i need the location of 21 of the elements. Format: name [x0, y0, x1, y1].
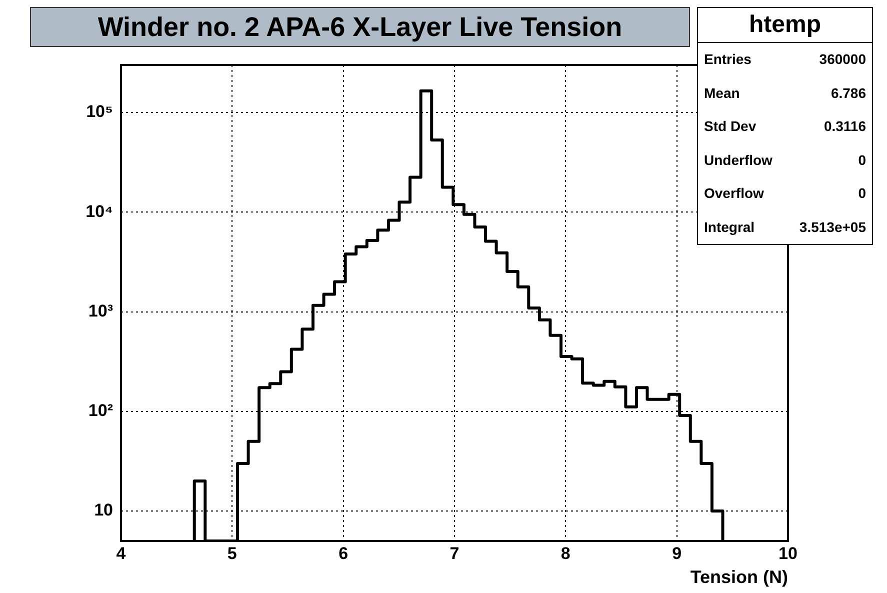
y-tick-label: 10⁵ — [86, 102, 113, 122]
x-tick-label: 10 — [778, 544, 798, 563]
x-axis-title: Tension (N) — [690, 567, 788, 588]
text: Integral 3.513e+05 — [704, 218, 866, 234]
text: Std Dev 0.3116 — [704, 118, 866, 134]
text: Underflow 0 — [704, 152, 866, 168]
y-tick-label: 10² — [88, 401, 114, 420]
x-tick-label: 6 — [338, 544, 348, 563]
text: Overflow 0 — [704, 185, 866, 201]
y-tick-label: 10³ — [88, 301, 114, 320]
text: Mean 6.786 — [704, 84, 866, 100]
text: htemp — [698, 8, 872, 43]
x-tick-label: 9 — [672, 544, 682, 563]
text: Entries 360000 — [704, 51, 866, 67]
y-tick-label: 10⁴ — [86, 202, 113, 221]
x-tick-label: 4 — [116, 544, 126, 563]
x-tick-label: 5 — [227, 544, 237, 563]
y-tick-label: 10 — [94, 500, 113, 520]
x-tick-label: 8 — [560, 544, 570, 563]
chart-title: Winder no. 2 APA-6 X-Layer Live Tension — [30, 7, 690, 47]
x-tick-label: 7 — [450, 544, 460, 563]
